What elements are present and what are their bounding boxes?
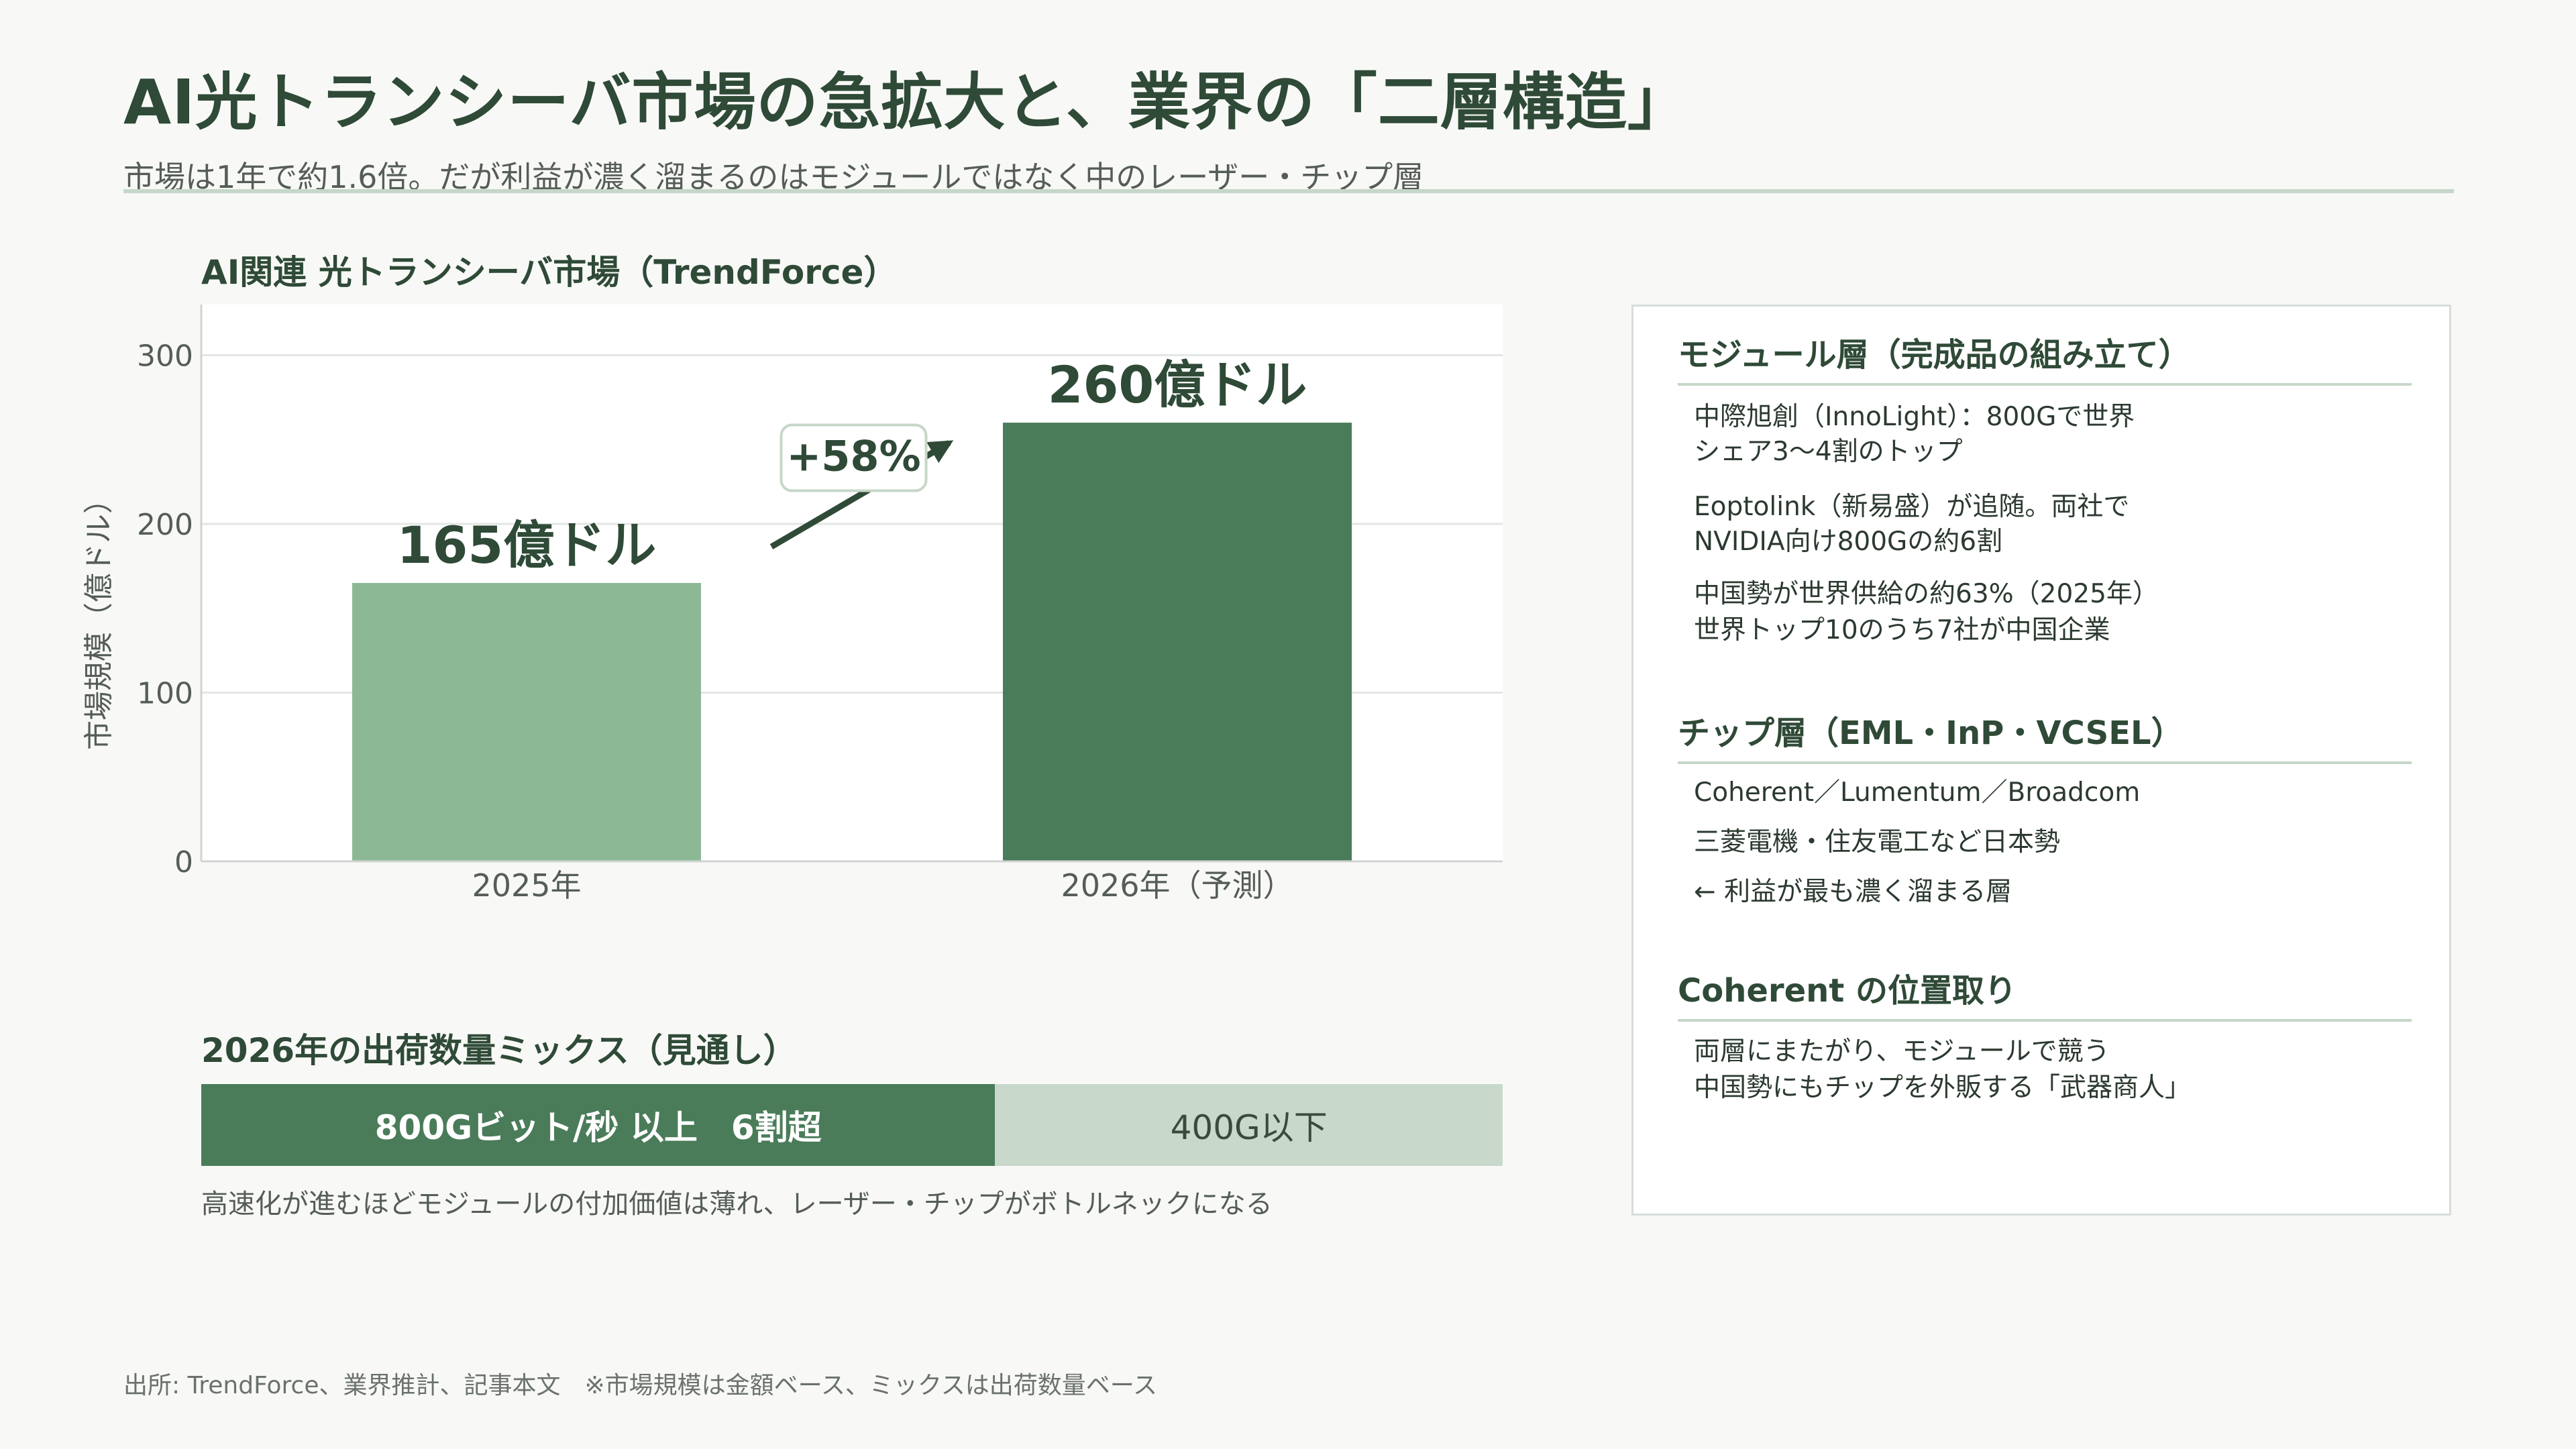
shipment-mix-bar: 800Gビット/秒 以上 6割超 400G以下 (201, 1084, 1503, 1166)
mix-note: 高速化が進むほどモジュールの付加価値は薄れ、レーザー・チップがボトルネックになる (201, 1189, 1273, 1220)
y-axis-label: 市場規模（億ドル） (82, 484, 116, 750)
module-layer-heading: モジュール層（完成品の組み立て） (1678, 328, 2412, 386)
industry-structure-panel: モジュール層（完成品の組み立て） 中際旭創（InnoLight）：800Gで世界… (1631, 305, 2451, 1216)
title-divider (123, 189, 2454, 193)
y-tick-label: 300 (137, 339, 193, 373)
module-line: 世界トップ10のうち7社が中国企業 (1694, 615, 2110, 645)
module-line: 中国勢が世界供給の約63%（2025年） (1694, 579, 2159, 609)
x-tick-label: 2026年（予測） (1061, 867, 1293, 904)
module-line: 中際旭創（InnoLight）：800Gで世界 (1694, 402, 2135, 432)
bar-2 (1003, 423, 1352, 861)
chip-line: Coherent／Lumentum／Broadcom (1694, 777, 2141, 808)
mix-segment-400g: 400G以下 (995, 1084, 1503, 1166)
mix-segment-800g: 800Gビット/秒 以上 6割超 (201, 1084, 996, 1166)
chip-line: 三菱電機・住友電工など日本勢 (1694, 827, 2061, 857)
chip-layer-heading: チップ層（EML・InP・VCSEL） (1678, 706, 2412, 764)
module-line: Eoptolink（新易盛）が追随。両社で (1694, 492, 2130, 522)
page-title: AI光トランシーバ市場の急拡大と、業界の「二層構造」 (123, 66, 1690, 138)
x-tick-label: 2025年 (472, 867, 581, 904)
module-line: NVIDIA向け800Gの約6割 (1694, 527, 2003, 557)
bar-1 (352, 583, 701, 861)
y-tick-label: 200 (137, 508, 193, 542)
chip-line: ← 利益が最も濃く溜まる層 (1694, 877, 2012, 907)
bar-value-label: 165億ドル (397, 515, 657, 575)
growth-label: +58% (786, 432, 920, 481)
bar-value-label: 260億ドル (1048, 355, 1307, 415)
source-note: 出所: TrendForce、業界推計、記事本文 ※市場規模は金額ベース、ミック… (123, 1372, 1157, 1399)
y-tick-label: 100 (137, 676, 193, 710)
coherent-line: 両層にまたがり、モジュールで競う (1694, 1036, 2110, 1067)
y-tick-label: 0 (174, 845, 193, 879)
coherent-line: 中国勢にもチップを外販する「武器商人」 (1694, 1073, 2192, 1103)
chart-title: AI関連 光トランシーバ市場（TrendForce） (201, 253, 898, 292)
coherent-heading: Coherent の位置取り (1678, 964, 2412, 1022)
module-line: シェア3〜4割のトップ (1694, 437, 1963, 467)
growth-badge (780, 423, 928, 492)
mix-title: 2026年の出荷数量ミックス（見通し） (201, 1031, 797, 1070)
